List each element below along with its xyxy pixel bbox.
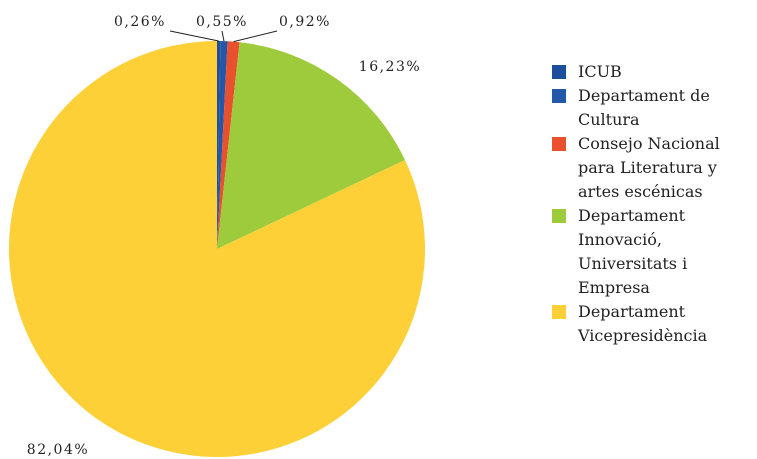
legend-label: Departament Vicepresidència (578, 302, 708, 345)
legend-item: Consejo Nacional para Literatura y artes… (552, 132, 752, 204)
pie-slice (217, 41, 240, 250)
data-label: 0,92% (279, 14, 331, 30)
legend-swatch (552, 65, 566, 79)
legend-item: Departament Vicepresidència (552, 300, 752, 348)
data-label: 82,04% (27, 442, 89, 458)
data-label: 0,26% (114, 14, 166, 30)
legend-item: Departament de Cultura (552, 84, 752, 132)
legend-label: Departament Innovació, Universitats i Em… (578, 206, 688, 297)
legend-item: ICUB (552, 60, 752, 84)
data-label: 0,55% (196, 14, 248, 30)
legend-swatch (552, 209, 566, 223)
legend: ICUB Departament de Cultura Consejo Nacion… (552, 60, 752, 348)
legend-swatch (552, 89, 566, 103)
leader-line (233, 30, 278, 43)
pie-slice (9, 41, 426, 457)
pie-slice (217, 42, 405, 250)
data-label: 16,23% (359, 59, 421, 75)
legend-swatch (552, 137, 566, 151)
legend-swatch (552, 305, 566, 319)
leader-line (169, 30, 219, 42)
pie-slice (217, 41, 221, 249)
leader-line (221, 30, 225, 42)
legend-item: Departament Innovació, Universitats i Em… (552, 204, 752, 300)
pie-slice (217, 41, 228, 249)
legend-label: ICUB (578, 62, 622, 81)
legend-label: Consejo Nacional para Literatura y artes… (578, 134, 720, 201)
legend-label: Departament de Cultura (578, 86, 710, 129)
